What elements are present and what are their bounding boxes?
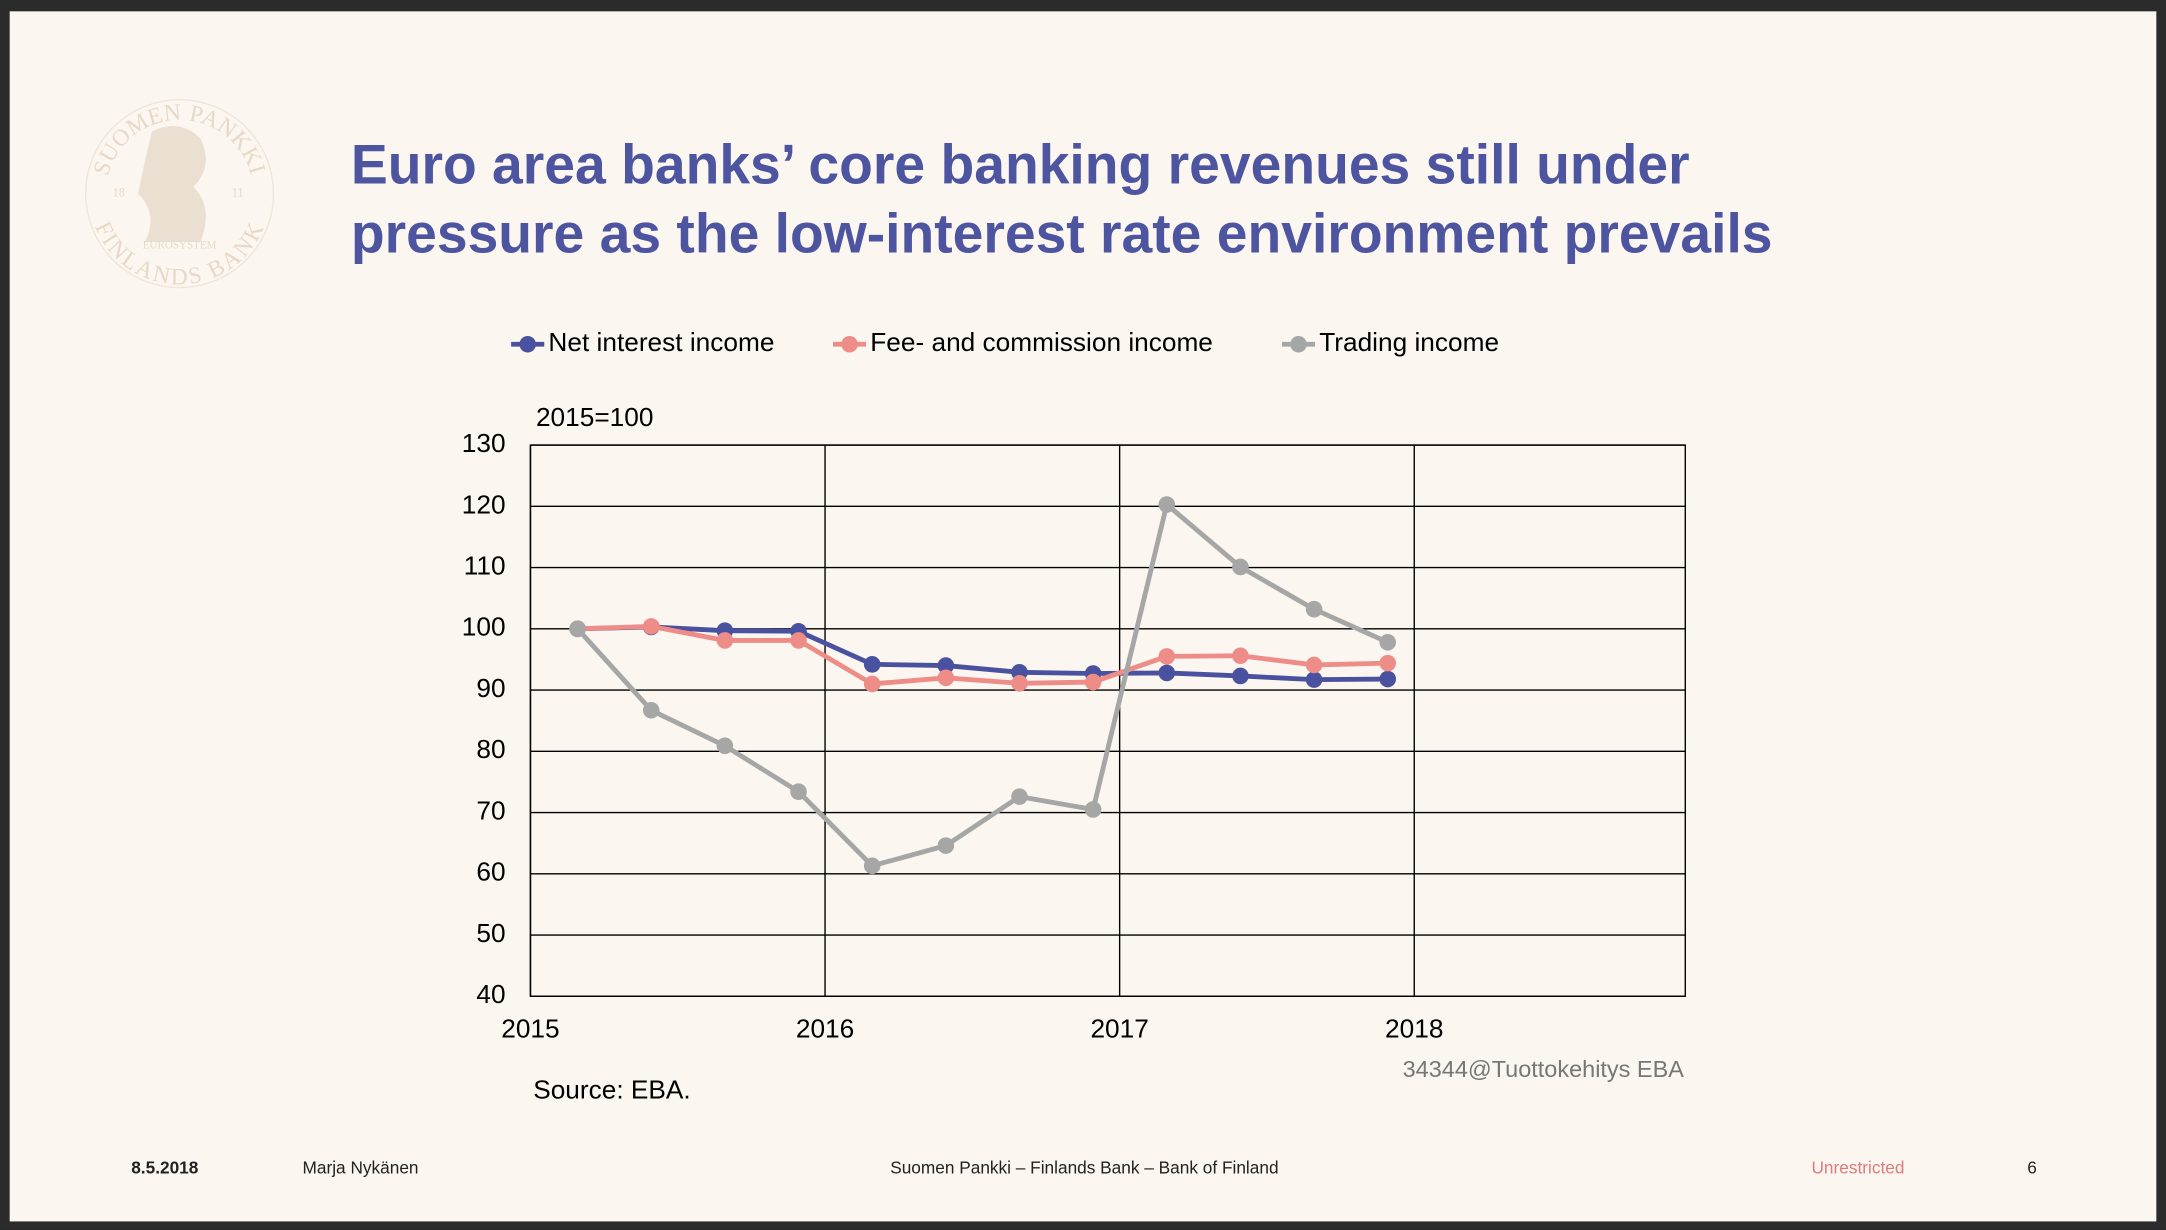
data-point	[1011, 675, 1028, 692]
y-tick-label: 130	[462, 428, 506, 458]
y-tick-label: 50	[476, 918, 505, 948]
data-point	[642, 618, 660, 635]
data-point	[1232, 667, 1249, 685]
footer-date: 8.5.2018	[131, 1157, 199, 1177]
data-point	[716, 737, 734, 755]
x-tick-label: 2016	[796, 1014, 854, 1044]
logo-lion	[138, 125, 206, 243]
data-point	[790, 783, 807, 801]
chart: 40 50 60 70 80 90 100 110 120 130 2015 2016 2017 2018…	[462, 327, 1686, 1044]
data-point	[937, 657, 955, 674]
data-point	[1084, 673, 1102, 691]
data-point	[863, 857, 881, 875]
legend-marker	[519, 335, 536, 353]
data-point	[937, 669, 955, 687]
logo-right: 11	[232, 186, 244, 200]
title-line: Euro area banks’ core banking revenues s…	[351, 133, 1690, 195]
series-line	[575, 502, 1389, 869]
data-point	[863, 675, 881, 693]
y-tick-label: 100	[462, 612, 506, 642]
y-tick-label: 70	[476, 795, 505, 825]
title-line: pressure as the low-interest rate enviro…	[351, 202, 1773, 264]
data-point	[642, 701, 660, 719]
logo-left: 18	[113, 186, 125, 200]
data-point	[863, 656, 881, 673]
legend-label: Trading income	[1319, 327, 1499, 357]
data-point	[1305, 600, 1323, 618]
series-line	[577, 623, 1388, 687]
x-tick-label: 2018	[1385, 1014, 1443, 1044]
x-tick-label: 2017	[1090, 1014, 1148, 1044]
footer-page: 6	[2027, 1157, 2037, 1177]
legend-label: Net interest income	[548, 327, 774, 357]
data-point	[1158, 496, 1176, 513]
y-tick-label: 120	[462, 489, 506, 519]
data-point	[1158, 648, 1176, 665]
data-point	[1379, 654, 1397, 672]
data-point	[790, 632, 807, 649]
y-tick-label: 80	[476, 734, 505, 764]
data-point	[569, 620, 586, 638]
y-tick-label: 90	[476, 673, 505, 703]
footer-org: Suomen Pankki – Finlands Bank – Bank of …	[890, 1157, 1278, 1177]
x-tick-label: 2015	[501, 1014, 559, 1044]
y-tick-label: 110	[464, 551, 506, 581]
data-point	[1305, 656, 1323, 674]
source: Source: EBA.	[533, 1075, 690, 1105]
legend-label: Fee- and commission income	[870, 327, 1213, 357]
logo-ring	[84, 99, 275, 289]
chart-code: 34344@Tuottokehitys EBA	[1403, 1056, 1685, 1082]
footer: 8.5.2018 Marja Nykänen Suomen Pankki – F…	[131, 1157, 2037, 1177]
data-point	[937, 837, 955, 854]
data-point	[1158, 664, 1176, 682]
data-point	[1232, 647, 1249, 665]
y-tick-label: 60	[476, 857, 505, 887]
y-tick-label: 40	[476, 979, 505, 1009]
slide-background	[9, 11, 2157, 1222]
data-point	[716, 632, 734, 649]
data-point	[1379, 633, 1397, 651]
data-point	[1084, 801, 1102, 818]
footer-classification: Unrestricted	[1811, 1157, 1904, 1177]
data-point	[1232, 558, 1249, 576]
series-line	[577, 624, 1388, 683]
data-point	[1379, 670, 1397, 688]
logo-middle: EUROSYSTEM	[143, 240, 217, 252]
footer-author: Marja Nykänen	[303, 1157, 419, 1177]
legend-marker	[841, 335, 858, 353]
y-axis-label: 2015=100	[536, 402, 653, 432]
legend-marker	[1290, 335, 1307, 353]
data-point	[1011, 788, 1028, 805]
data-point	[1305, 671, 1323, 688]
